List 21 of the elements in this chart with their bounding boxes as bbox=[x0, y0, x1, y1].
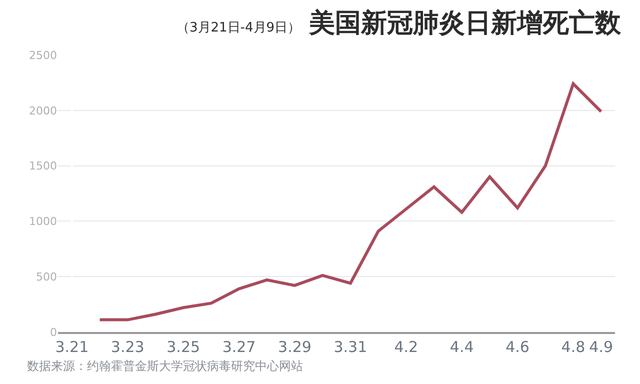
source-note: 数据来源：约翰霍普金斯大学冠状病毒研究中心网站 bbox=[27, 359, 303, 373]
x-tick-label: 3.29 bbox=[278, 338, 312, 356]
x-tick-label: 4.6 bbox=[506, 338, 530, 356]
x-tick-label: 3.25 bbox=[166, 338, 200, 356]
x-tick-label: 4.9 bbox=[589, 338, 613, 356]
y-tick-label: 2500 bbox=[29, 48, 57, 62]
chart-subtitle: （3月21日-4月9日） bbox=[176, 20, 301, 36]
x-tick-label: 3.27 bbox=[222, 338, 256, 356]
y-tick-label: 2000 bbox=[29, 104, 57, 118]
x-tick-label: 3.31 bbox=[334, 338, 368, 356]
x-tick-label: 3.23 bbox=[110, 338, 144, 356]
y-tick-label: 0 bbox=[50, 326, 57, 339]
x-tick-label: 4.4 bbox=[450, 338, 474, 356]
line-series bbox=[98, 82, 603, 322]
x-tick-label: 4.8 bbox=[561, 338, 586, 356]
x-tick-label: 3.21 bbox=[55, 338, 89, 356]
chart-title: 美国新冠肺炎日新增死亡数 bbox=[308, 8, 622, 39]
y-tick-label: 1500 bbox=[29, 160, 57, 173]
y-tick-label: 1000 bbox=[29, 215, 57, 228]
x-tick-label: 4.2 bbox=[394, 338, 418, 356]
y-tick-label: 500 bbox=[36, 270, 57, 284]
